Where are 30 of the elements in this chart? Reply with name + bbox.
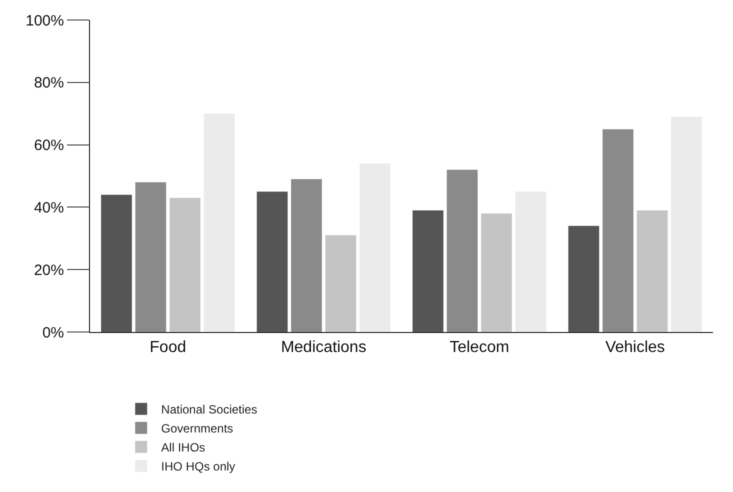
- bar: [204, 114, 235, 332]
- bar: [602, 129, 634, 332]
- bar: [412, 210, 444, 332]
- bar: [291, 179, 322, 332]
- bar: [671, 116, 702, 332]
- legend-label: National Societies: [161, 402, 258, 417]
- x-tick-label: Medications: [280, 339, 366, 356]
- bar: [256, 192, 288, 332]
- bar: [170, 198, 200, 332]
- bar: [481, 213, 512, 332]
- bar: [568, 226, 600, 332]
- legend-label: All IHOs: [161, 440, 206, 455]
- bar: [135, 182, 166, 332]
- bar: [515, 192, 546, 332]
- y-tick-label: 60%: [34, 137, 64, 154]
- bar: [446, 170, 478, 332]
- legend-label: IHO HQs only: [161, 460, 236, 474]
- bar: [360, 164, 390, 332]
- bar: [101, 194, 132, 332]
- y-tick-label: 20%: [34, 262, 64, 279]
- legend-label: Governments: [161, 422, 234, 436]
- bar: [636, 210, 668, 332]
- y-tick-label: 100%: [26, 12, 64, 30]
- x-tick-label: Vehicles: [605, 339, 665, 356]
- x-tick-label: Food: [150, 339, 186, 356]
- y-tick-label: 80%: [34, 74, 64, 92]
- bar: [325, 235, 356, 332]
- y-tick-label: 0%: [42, 324, 64, 342]
- x-tick-label: Telecom: [450, 339, 510, 356]
- y-tick-label: 40%: [34, 199, 64, 216]
